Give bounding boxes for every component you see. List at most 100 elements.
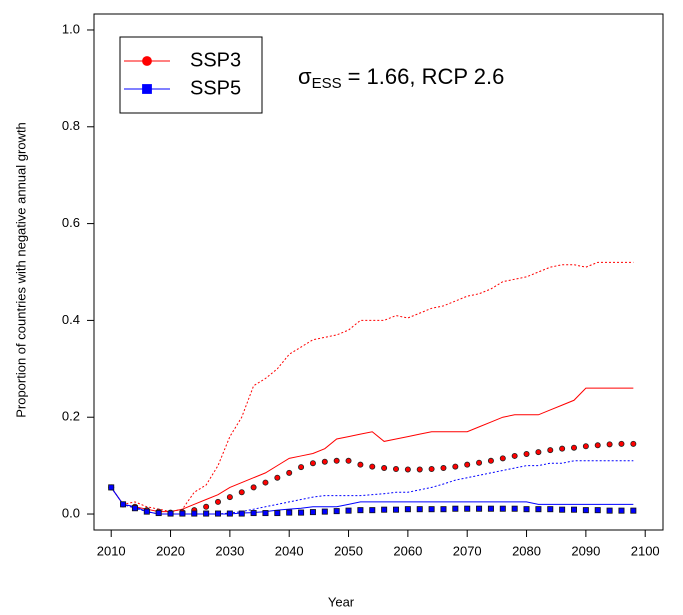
point — [594, 442, 601, 449]
point — [511, 505, 518, 512]
point — [226, 494, 233, 501]
point — [274, 510, 281, 517]
point — [250, 484, 257, 491]
x-tick-label: 2060 — [393, 543, 422, 558]
point — [594, 507, 601, 514]
x-tick-label: 2070 — [453, 543, 482, 558]
x-tick-label: 2030 — [215, 543, 244, 558]
point — [404, 506, 411, 513]
point — [535, 506, 542, 513]
point — [464, 461, 471, 468]
point — [286, 469, 293, 476]
point — [416, 466, 423, 473]
annotation-subscript: ESS — [312, 75, 342, 92]
x-tick-label: 2090 — [571, 543, 600, 558]
annotation: σESS = 1.66, RCP 2.6 — [298, 64, 504, 92]
point — [108, 484, 115, 491]
legend-label: SSP3 — [190, 49, 241, 71]
point — [345, 457, 352, 464]
x-tick-label: 2050 — [334, 543, 363, 558]
point — [559, 506, 566, 513]
point — [286, 509, 293, 516]
point — [250, 510, 257, 517]
legend-marker — [142, 84, 152, 94]
point — [393, 466, 400, 473]
point — [345, 507, 352, 514]
y-tick-label: 0.0 — [62, 505, 80, 520]
point — [143, 508, 150, 515]
point — [511, 452, 518, 459]
point — [215, 510, 222, 517]
point — [298, 464, 305, 471]
point — [523, 506, 530, 513]
point — [203, 503, 210, 510]
point — [559, 445, 566, 452]
point — [381, 506, 388, 513]
legend-box — [119, 36, 263, 114]
point — [381, 465, 388, 472]
point — [321, 458, 328, 465]
series-line — [110, 487, 634, 515]
point — [618, 440, 625, 447]
point — [452, 505, 459, 512]
x-tick-label: 2080 — [512, 543, 541, 558]
point — [571, 444, 578, 451]
x-tick-label: 2020 — [156, 543, 185, 558]
annotation-symbol: σ — [298, 64, 312, 89]
series-line — [110, 387, 634, 513]
point — [262, 479, 269, 486]
series-line — [110, 261, 634, 513]
point — [333, 508, 340, 515]
point — [476, 459, 483, 466]
legend-label: SSP5 — [190, 77, 241, 99]
point — [238, 489, 245, 496]
x-tick-label: 2100 — [631, 543, 660, 558]
point — [309, 460, 316, 467]
point — [606, 507, 613, 514]
point — [440, 506, 447, 513]
point — [120, 501, 127, 508]
point — [523, 451, 530, 458]
x-axis-label: Year — [328, 594, 355, 609]
point — [404, 466, 411, 473]
point — [535, 449, 542, 456]
point — [262, 510, 269, 517]
point — [309, 509, 316, 516]
x-tick-label: 2010 — [97, 543, 126, 558]
y-tick-label: 0.2 — [62, 409, 80, 424]
point — [582, 507, 589, 514]
y-tick-label: 0.4 — [62, 312, 80, 327]
point — [428, 466, 435, 473]
point — [203, 510, 210, 517]
point — [179, 510, 186, 517]
point — [131, 505, 138, 512]
annotation-text: = 1.66, RCP 2.6 — [348, 64, 505, 89]
point — [369, 463, 376, 470]
point — [547, 506, 554, 513]
point — [630, 440, 637, 447]
point — [167, 510, 174, 517]
point — [226, 510, 233, 517]
point — [357, 461, 364, 468]
point — [630, 507, 637, 514]
legend-marker — [142, 56, 152, 66]
x-tick-label: 2040 — [275, 543, 304, 558]
point — [499, 455, 506, 462]
point — [487, 505, 494, 512]
point — [499, 505, 506, 512]
point — [393, 506, 400, 513]
point — [452, 463, 459, 470]
point — [191, 510, 198, 517]
point — [357, 507, 364, 514]
point — [215, 498, 222, 505]
point — [428, 506, 435, 513]
point — [464, 505, 471, 512]
point — [333, 457, 340, 464]
point — [487, 457, 494, 464]
y-tick-label: 0.8 — [62, 118, 80, 133]
y-axis-label: Proportion of countries with negative an… — [13, 122, 28, 418]
y-tick-label: 0.6 — [62, 215, 80, 230]
point — [476, 505, 483, 512]
point — [238, 510, 245, 517]
